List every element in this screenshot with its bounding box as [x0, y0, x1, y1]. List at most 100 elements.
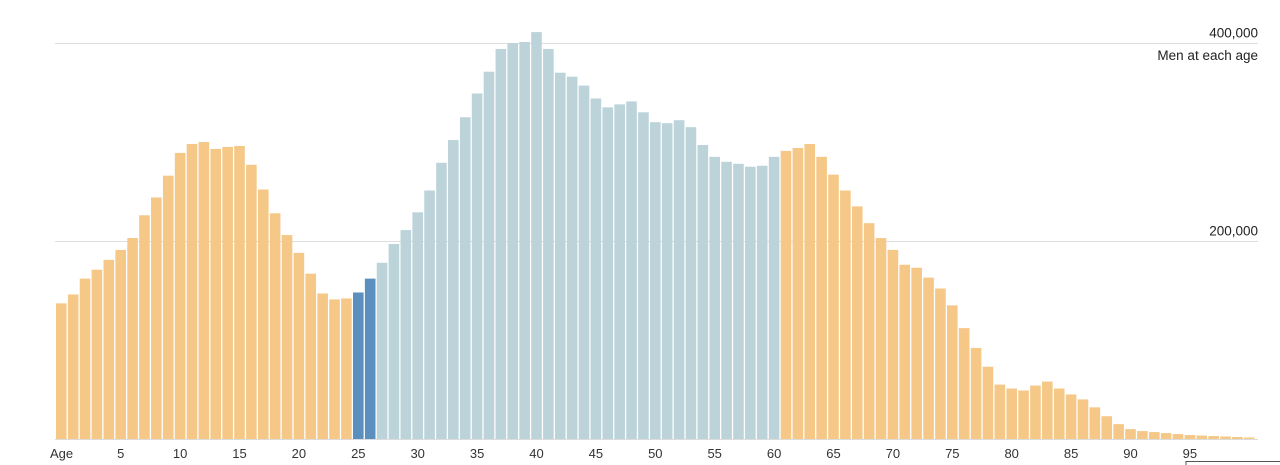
bar-age-44 — [578, 85, 590, 439]
x-tick-label-25: 25 — [351, 446, 365, 461]
bar-age-93 — [1160, 433, 1172, 439]
bar-age-63 — [804, 143, 816, 440]
bar-age-84 — [1053, 388, 1065, 439]
x-tick-label-95: 95 — [1183, 446, 1197, 461]
bar-age-32 — [436, 162, 447, 440]
bar-age-64 — [816, 156, 827, 439]
x-tick-label-40: 40 — [529, 446, 543, 461]
bar-age-82 — [1030, 385, 1041, 439]
x-tick-labels: 5 10 15 20 25 30 35 40 45 50 55 60 65 70 75 80 85 90 95 — [117, 446, 1197, 461]
bar-age-81 — [1018, 390, 1029, 439]
x-tick-label-80: 80 — [1004, 446, 1018, 461]
bar-age-86 — [1077, 399, 1089, 439]
bar-age-87 — [1089, 407, 1101, 439]
bar-age-41 — [543, 48, 554, 439]
bar-age-46 — [602, 107, 614, 439]
bar-age-31 — [424, 190, 435, 439]
x-tick-label-10: 10 — [173, 446, 187, 461]
bar-age-47 — [614, 104, 625, 439]
bar-age-12 — [198, 142, 210, 439]
bar-age-45 — [590, 98, 602, 439]
bar-age-29 — [400, 230, 412, 439]
bar-age-95 — [1184, 435, 1196, 439]
x-tick-label-45: 45 — [589, 446, 603, 461]
x-tick-label-30: 30 — [410, 446, 424, 461]
bar-age-92 — [1148, 432, 1160, 439]
bar-age-48 — [626, 101, 637, 439]
bar-age-9 — [162, 175, 174, 439]
bar-age-94 — [1172, 434, 1184, 439]
bar-age-11 — [186, 143, 198, 440]
bar-age-96 — [1196, 435, 1208, 439]
bar-age-34 — [459, 117, 471, 439]
bar-age-79 — [994, 384, 1006, 439]
y-axis-label: Men at each age — [1157, 48, 1258, 63]
bar-age-15 — [234, 145, 245, 439]
bar-age-55 — [709, 156, 720, 439]
bar-age-16 — [246, 164, 257, 439]
bar-age-60 — [768, 156, 780, 439]
bar-age-30 — [412, 212, 423, 439]
x-tick-label-15: 15 — [232, 446, 246, 461]
bar-age-21 — [305, 273, 317, 439]
bar-age-67 — [851, 206, 863, 439]
corner-frame — [1185, 461, 1280, 465]
x-tick-label-35: 35 — [470, 446, 484, 461]
x-tick-label-5: 5 — [117, 446, 124, 461]
y-tick-label: 200,000 — [1209, 224, 1258, 239]
bar-age-69 — [875, 238, 887, 439]
bar-age-5 — [115, 249, 126, 439]
bar-age-33 — [448, 140, 459, 439]
bar-age-8 — [151, 197, 162, 439]
bar-age-72 — [911, 267, 922, 439]
bar-age-1 — [67, 294, 79, 439]
bar-age-23 — [329, 299, 340, 439]
bar-age-4 — [103, 259, 115, 439]
y-tick-labels: 200,000 400,000 — [1209, 26, 1258, 239]
bar-age-78 — [982, 366, 994, 439]
bar-age-97 — [1208, 436, 1219, 439]
bar-age-53 — [685, 127, 697, 440]
bar-age-37 — [495, 48, 507, 439]
bar-age-62 — [792, 147, 804, 439]
bar-age-70 — [887, 249, 899, 439]
bar-age-52 — [673, 120, 685, 439]
bar-age-58 — [745, 166, 756, 439]
bar-age-83 — [1042, 381, 1053, 439]
x-tick-label-90: 90 — [1123, 446, 1137, 461]
bar-age-68 — [863, 223, 875, 439]
bar-age-28 — [388, 243, 400, 439]
x-tick-label-85: 85 — [1064, 446, 1078, 461]
x-tick-label-75: 75 — [945, 446, 959, 461]
bar-age-54 — [697, 144, 709, 439]
bar-age-73 — [923, 277, 934, 439]
x-tick-label-60: 60 — [767, 446, 781, 461]
bar-age-7 — [139, 215, 150, 439]
bar-age-36 — [483, 71, 495, 440]
bar-age-65 — [828, 174, 839, 440]
bar-age-100 — [1244, 437, 1255, 439]
bar-age-66 — [840, 190, 851, 439]
bar-age-39 — [519, 42, 530, 439]
bar-age-76 — [958, 328, 970, 439]
bar-age-38 — [507, 43, 519, 439]
bar-age-85 — [1065, 394, 1077, 439]
bar-age-24 — [341, 298, 352, 439]
x-tick-label-20: 20 — [292, 446, 306, 461]
bar-age-17 — [257, 189, 269, 439]
bar-age-13 — [210, 148, 222, 439]
bar-age-98 — [1220, 436, 1231, 439]
bar-age-88 — [1101, 416, 1113, 439]
bar-age-10 — [174, 152, 186, 439]
bar-age-6 — [127, 238, 138, 439]
bar-age-61 — [780, 150, 792, 439]
bar-age-56 — [721, 161, 732, 440]
bar-age-22 — [317, 293, 328, 439]
bar-age-77 — [970, 347, 982, 439]
bar-age-49 — [638, 112, 649, 440]
age-bars — [56, 32, 1255, 440]
bar-age-80 — [1006, 388, 1017, 439]
bar-age-99 — [1232, 437, 1243, 439]
bar-age-2 — [79, 278, 91, 439]
